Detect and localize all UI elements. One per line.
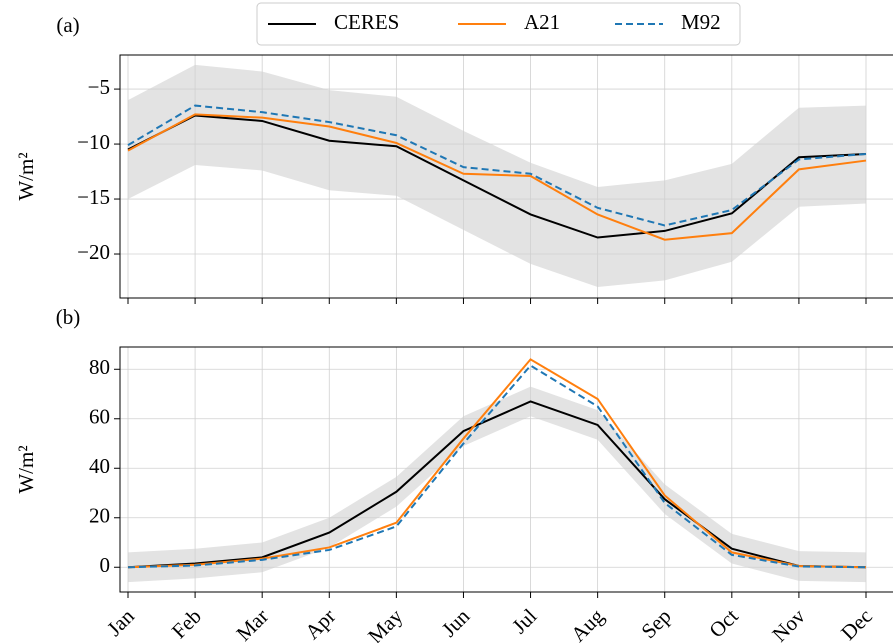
x-tick-label: Apr: [300, 604, 340, 643]
y-tick-label: −20: [77, 240, 110, 264]
x-tick-label: Aug: [566, 604, 609, 643]
y-tick-label: −10: [77, 130, 110, 154]
legend-label: CERES: [334, 10, 399, 34]
series-line: [127, 114, 867, 239]
x-tick-label: Nov: [767, 604, 810, 643]
plot-frame: [119, 54, 893, 299]
series-line: [127, 113, 867, 241]
y-tick-label: 60: [89, 405, 110, 429]
x-tick-label: Oct: [704, 604, 743, 643]
y-axis-label: W/m²: [14, 152, 38, 200]
x-tick-label: Mar: [231, 604, 273, 643]
y-tick-label: −5: [88, 75, 110, 99]
y-axis-label: W/m²: [14, 445, 38, 493]
x-tick-label: Jan: [102, 604, 139, 641]
series-line: [127, 104, 867, 227]
y-tick-label: 40: [89, 454, 110, 478]
spread-band: [128, 64, 866, 288]
series-line: [127, 364, 867, 569]
series-line: [127, 400, 867, 569]
legend-label: A21: [524, 10, 560, 34]
x-tick-label: Jun: [437, 604, 475, 642]
x-tick-label: Feb: [167, 604, 206, 643]
y-tick-label: −15: [77, 185, 110, 209]
x-tick-label: Sep: [636, 604, 675, 643]
y-tick-label: 80: [89, 355, 110, 379]
x-tick-label: Jul: [507, 604, 541, 638]
y-tick-label: 20: [89, 504, 110, 528]
x-tick-label: Dec: [836, 604, 877, 643]
x-tick-label: May: [363, 604, 408, 643]
panel-label: (b): [56, 305, 81, 329]
spread-band: [128, 386, 866, 583]
y-tick-label: 0: [100, 553, 111, 577]
legend-label: M92: [681, 10, 721, 34]
panel-label: (a): [56, 13, 79, 37]
series-line: [127, 358, 867, 569]
plot-frame: [119, 346, 893, 593]
